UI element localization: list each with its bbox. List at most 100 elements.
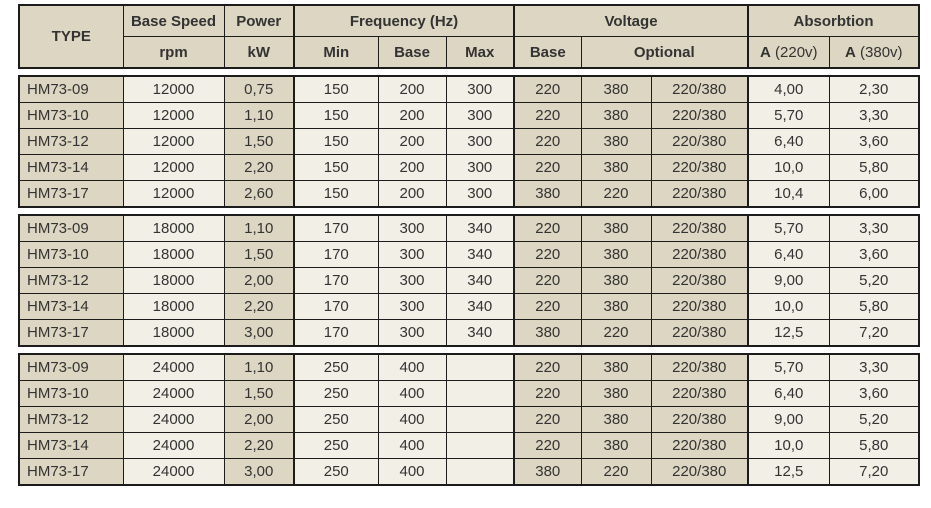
cell-freq-base: 200 (377, 102, 447, 129)
cell-type: HM73-10 (18, 102, 124, 129)
cell-freq-base: 300 (377, 214, 447, 242)
table-row: HM73-14 12000 2,20 150 200 300 220 380 220/380 10… (18, 154, 920, 181)
cell-type: HM73-12 (18, 406, 124, 433)
spec-table-group-18000: HM73-09 18000 1,10 170 300 340 220 380 220/380 5,… (18, 214, 920, 347)
cell-a-380v: 7,20 (828, 319, 920, 347)
cell-kw: 2,00 (223, 267, 295, 294)
table-row: HM73-12 24000 2,00 250 400 220 380 220/380 9,00 5… (18, 406, 920, 433)
cell-volt-base: 220 (513, 293, 582, 320)
cell-freq-max (445, 353, 515, 381)
cell-a-220v: 5,70 (747, 214, 830, 242)
cell-freq-min: 250 (293, 406, 379, 433)
table-row: HM73-17 18000 3,00 170 300 340 380 220 220/380 12… (18, 319, 920, 347)
cell-freq-max: 300 (445, 180, 515, 208)
cell-type: HM73-09 (18, 353, 124, 381)
cell-a-380v: 5,80 (828, 293, 920, 320)
header-freq-min: Min (293, 36, 379, 69)
cell-type: HM73-12 (18, 128, 124, 155)
header-absorbtion: Absorbtion (747, 4, 920, 37)
cell-volt-base: 220 (513, 214, 582, 242)
cell-freq-min: 150 (293, 128, 379, 155)
cell-a-220v: 10,0 (747, 293, 830, 320)
cell-freq-min: 250 (293, 432, 379, 459)
cell-rpm: 12000 (122, 75, 225, 103)
cell-freq-max (445, 432, 515, 459)
cell-freq-max: 300 (445, 102, 515, 129)
cell-freq-min: 170 (293, 214, 379, 242)
header-voltage: Voltage (513, 4, 749, 37)
cell-rpm: 24000 (122, 406, 225, 433)
cell-type: HM73-17 (18, 319, 124, 347)
cell-freq-min: 170 (293, 319, 379, 347)
cell-rpm: 24000 (122, 458, 225, 486)
a-label: A (845, 43, 856, 61)
cell-freq-min: 170 (293, 241, 379, 268)
cell-kw: 2,00 (223, 406, 295, 433)
cell-freq-base: 200 (377, 154, 447, 181)
cell-a-380v: 3,60 (828, 241, 920, 268)
cell-volt-base: 380 (513, 180, 582, 208)
cell-freq-base: 300 (377, 319, 447, 347)
cell-kw: 2,20 (223, 293, 295, 320)
cell-volt-opt1: 380 (580, 128, 652, 155)
spec-table-group-24000: HM73-09 24000 1,10 250 400 220 380 220/380 5,70 3… (18, 353, 920, 486)
cell-freq-max: 340 (445, 293, 515, 320)
cell-freq-min: 170 (293, 267, 379, 294)
cell-a-220v: 5,70 (747, 102, 830, 129)
cell-a-380v: 3,60 (828, 128, 920, 155)
header-power: Power (223, 4, 295, 37)
cell-type: HM73-09 (18, 214, 124, 242)
cell-kw: 2,20 (223, 154, 295, 181)
a-label: A (760, 43, 771, 61)
cell-kw: 1,50 (223, 380, 295, 407)
cell-volt-opt2: 220/380 (650, 75, 749, 103)
header-a-380v: A (380v) (828, 36, 920, 69)
cell-a-220v: 4,00 (747, 75, 830, 103)
cell-rpm: 18000 (122, 214, 225, 242)
cell-freq-min: 250 (293, 458, 379, 486)
header-volt-base: Base (513, 36, 582, 69)
cell-freq-min: 250 (293, 380, 379, 407)
cell-kw: 3,00 (223, 319, 295, 347)
cell-type: HM73-14 (18, 154, 124, 181)
cell-volt-base: 220 (513, 102, 582, 129)
spec-table-group-12000: HM73-09 12000 0,75 150 200 300 220 380 220/380 4,… (18, 75, 920, 208)
cell-a-220v: 10,0 (747, 154, 830, 181)
cell-freq-base: 200 (377, 128, 447, 155)
cell-volt-opt2: 220/380 (650, 458, 749, 486)
table-row: HM73-17 24000 3,00 250 400 380 220 220/380 12,5 7… (18, 458, 920, 486)
cell-volt-base: 220 (513, 267, 582, 294)
cell-volt-opt1: 380 (580, 353, 652, 381)
table-row: HM73-17 12000 2,60 150 200 300 380 220 220/380 10… (18, 180, 920, 208)
cell-volt-opt1: 380 (580, 102, 652, 129)
cell-volt-opt1: 220 (580, 180, 652, 208)
cell-freq-max: 340 (445, 241, 515, 268)
cell-a-220v: 12,5 (747, 458, 830, 486)
cell-volt-base: 220 (513, 406, 582, 433)
cell-kw: 1,50 (223, 128, 295, 155)
cell-a-220v: 12,5 (747, 319, 830, 347)
cell-volt-base: 220 (513, 432, 582, 459)
cell-a-220v: 6,40 (747, 241, 830, 268)
cell-volt-opt2: 220/380 (650, 241, 749, 268)
cell-volt-base: 220 (513, 75, 582, 103)
cell-freq-max: 340 (445, 267, 515, 294)
cell-volt-opt1: 380 (580, 267, 652, 294)
cell-kw: 3,00 (223, 458, 295, 486)
cell-type: HM73-14 (18, 432, 124, 459)
cell-freq-min: 150 (293, 180, 379, 208)
table-row: HM73-12 12000 1,50 150 200 300 220 380 220/380 6,… (18, 128, 920, 155)
header-freq-base: Base (377, 36, 447, 69)
header-volt-optional: Optional (580, 36, 749, 69)
cell-freq-base: 400 (377, 432, 447, 459)
cell-volt-opt1: 220 (580, 458, 652, 486)
table-row: HM73-09 24000 1,10 250 400 220 380 220/380 5,70 3… (18, 353, 920, 381)
cell-volt-opt1: 380 (580, 432, 652, 459)
cell-volt-opt1: 380 (580, 154, 652, 181)
cell-rpm: 24000 (122, 432, 225, 459)
cell-rpm: 12000 (122, 128, 225, 155)
cell-a-220v: 6,40 (747, 380, 830, 407)
header-frequency: Frequency (Hz) (292, 4, 515, 37)
table-row: HM73-10 18000 1,50 170 300 340 220 380 220/380 6,… (18, 241, 920, 268)
header-freq-max: Max (445, 36, 515, 69)
